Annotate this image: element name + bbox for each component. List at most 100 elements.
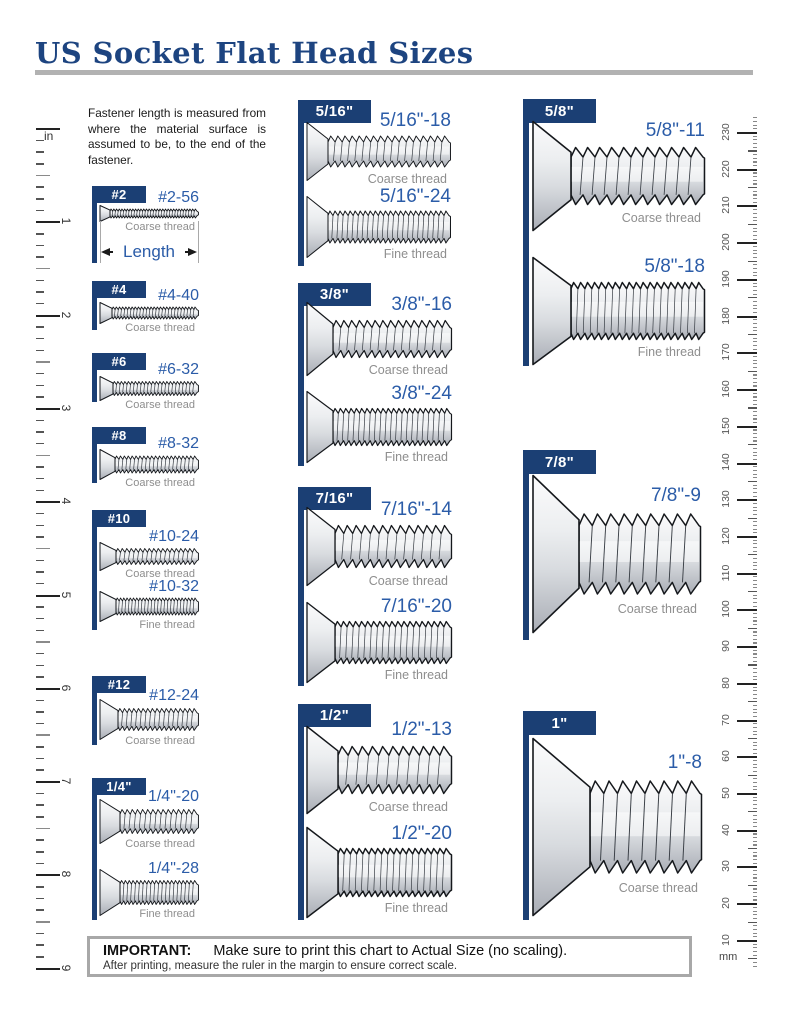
ruler-tick [752,546,757,549]
ruler-tick [752,613,757,615]
ruler-tick [752,124,757,126]
ruler-tick [752,543,757,545]
ruler-tick [752,286,757,288]
ruler-tick [752,576,757,578]
ruler-tick [36,163,44,165]
size-badge: 5/16" [298,100,371,123]
ruler-tick [752,715,757,717]
mm-number: 190 [720,270,732,288]
ruler-tick [36,699,44,701]
screw-illustration [99,591,199,622]
ruler-tick [752,947,757,949]
ruler-tick [752,359,757,361]
screw-size-label: 7/16"-20 [380,595,452,617]
ruler-tick [752,565,757,567]
ruler-tick [752,763,757,765]
mm-number: 110 [720,564,732,581]
ruler-tick [752,179,757,181]
ruler-tick [36,128,60,130]
ruler-tick [737,903,757,906]
ruler-tick [748,627,757,629]
section-bar [92,778,97,920]
section-bar [523,99,529,366]
ruler-tick [752,513,757,516]
ruler-tick [752,440,757,442]
ruler-tick [752,686,757,688]
ruler-tick [752,245,757,247]
ruler-tick [752,925,757,927]
screw-illustration [99,205,199,222]
screw-size-label: 1/2"-13 [391,719,452,741]
ruler-tick [752,363,757,365]
screw-illustration [99,542,199,571]
ruler-tick [748,591,757,593]
ruler-tick [36,827,50,830]
size-badge: #4 [92,281,146,298]
screw-size-label: 5/8"-18 [644,256,705,278]
ruler-tick [752,400,757,402]
ruler-tick [752,330,757,332]
ruler-tick [752,348,757,350]
ruler-tick [752,194,757,196]
ruler-tick [752,837,757,839]
mm-number: 120 [720,527,732,545]
ruler-tick [752,550,757,552]
ruler-tick [752,752,757,754]
ruler-tick [752,914,757,916]
ruler-tick [752,510,757,512]
ruler-tick [36,617,44,620]
screw-size-label: 5/16"-18 [379,110,451,131]
ruler-tick [36,477,44,480]
ruler-tick [752,521,757,523]
section-bar [92,353,97,402]
ruler-tick [752,451,757,453]
ruler-tick [737,205,757,208]
ruler-tick [752,932,757,934]
ruler-tick [752,954,757,956]
inch-number: 4 [59,497,73,505]
ruler-tick [752,936,757,938]
ruler-tick [752,892,757,894]
ruler-tick [752,580,757,582]
ruler-tick [752,293,757,295]
ruler-tick [748,811,757,813]
ruler-tick [36,431,44,433]
ruler-tick [737,425,757,428]
ruler-tick [752,209,757,211]
ruler-tick [752,326,757,328]
mm-unit-label: mm [719,951,738,963]
ruler-tick [752,304,757,306]
ruler-tick [752,502,757,505]
thread-type-label: Coarse thread [125,734,195,747]
ruler-tick [737,572,757,575]
ruler-tick [752,881,757,883]
size-badge: #8 [92,427,146,444]
ruler-tick [748,444,757,446]
section-bar [298,487,304,686]
ruler-tick [752,506,757,508]
screw-size-label: 1/4"-20 [147,788,199,806]
ruler-tick [36,851,44,853]
ruler-tick [748,958,757,960]
arrowhead-left-icon [101,248,110,257]
ruler-tick [36,198,44,200]
size-badge: #2 [92,186,146,203]
ruler-tick [737,499,757,502]
ruler-tick [752,660,757,662]
screw-size-label: #10-24 [149,527,199,545]
ruler-tick [36,174,50,177]
ruler-tick [36,512,44,515]
screw-illustration [306,725,453,815]
ruler-tick [752,851,757,853]
inch-number: 8 [59,871,73,878]
ruler-tick [36,944,44,946]
ruler-tick [748,223,757,225]
ruler-tick [36,291,44,293]
ruler-tick [36,302,44,305]
ruler-tick [752,642,757,644]
ruler-tick [737,609,757,612]
ruler-tick [752,602,757,604]
ruler-tick [36,956,44,958]
ruler-tick [36,349,44,352]
ruler-tick [752,653,757,655]
